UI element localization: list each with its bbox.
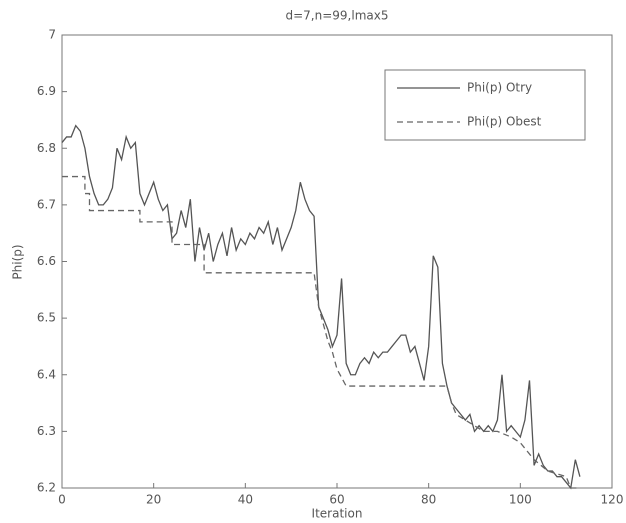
y-tick-label: 6.2 — [37, 481, 56, 495]
y-tick-label: 6.4 — [37, 367, 56, 381]
x-tick-label: 40 — [238, 493, 253, 507]
x-tick-label: 80 — [421, 493, 436, 507]
data-line — [62, 175, 580, 489]
legend-label: Phi(p) Otry — [467, 81, 532, 95]
x-tick-label: 60 — [329, 493, 344, 507]
x-tick-label: 20 — [146, 493, 161, 507]
data-line — [61, 124, 581, 490]
x-axis-label: Iteration — [312, 507, 363, 521]
x-tick-label: 120 — [601, 493, 624, 507]
y-tick-label: 6.3 — [37, 424, 56, 438]
y-axis-label: Phi(p) — [11, 244, 25, 279]
y-tick-label: 6.5 — [37, 311, 56, 325]
legend-label: Phi(p) Obest — [467, 115, 542, 129]
y-tick-label: 6.9 — [37, 84, 56, 98]
chart-title: d=7,n=99,lmax5 — [286, 9, 389, 23]
y-tick-label: 7 — [48, 28, 56, 42]
y-tick-label: 6.6 — [37, 254, 56, 268]
legend-box — [384, 69, 586, 141]
x-tick-label: 100 — [509, 493, 532, 507]
x-tick-label: 0 — [58, 493, 66, 507]
y-tick-label: 6.7 — [37, 197, 56, 211]
y-tick-label: 6.8 — [37, 141, 56, 155]
